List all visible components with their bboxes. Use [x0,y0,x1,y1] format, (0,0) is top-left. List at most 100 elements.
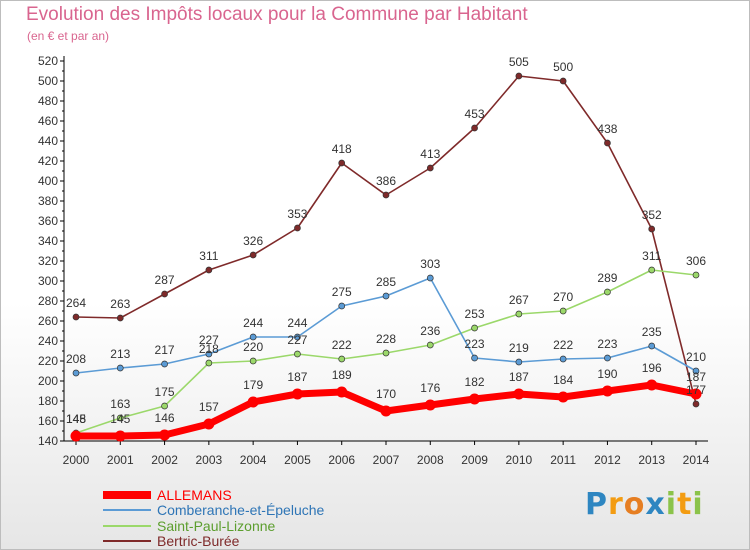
data-point [692,400,700,408]
data-point [161,290,168,298]
data-point [247,396,259,408]
data-point [336,386,348,398]
data-point [116,414,124,422]
x-tick-label: 2006 [328,453,355,467]
x-tick-label: 2005 [284,453,311,467]
data-point [515,310,523,318]
data-point [601,385,613,397]
data-label: 189 [332,368,352,382]
data-point [471,324,478,332]
legend-item-allemans[interactable]: ALLEMANS [103,487,324,503]
data-label: 267 [509,293,529,307]
data-point [604,354,611,362]
data-label: 500 [553,60,573,74]
data-point [604,139,611,147]
y-tick-label: 460 [38,114,58,128]
data-point [692,367,700,375]
data-label: 228 [376,332,396,346]
data-point [338,159,346,167]
data-label: 244 [243,316,263,330]
data-label: 253 [465,307,485,321]
legend-item-comberanche[interactable]: Comberanche-et-Épeluche [103,503,324,519]
data-point [424,399,436,411]
data-point [646,379,658,391]
data-point [72,313,80,321]
legend-item-saint-paul[interactable]: Saint-Paul-Lizonne [103,518,324,534]
data-point [159,429,171,441]
data-point [249,357,257,365]
chart-subtitle: (en € et par an) [27,29,110,43]
y-tick-label: 300 [38,274,58,288]
data-point [426,341,434,349]
chart-title: Evolution des Impôts locaux pour la Comm… [26,4,528,25]
data-point [249,251,257,259]
data-point [205,266,213,274]
data-point [382,349,390,357]
data-label: 222 [332,338,352,352]
data-label: 413 [420,147,440,161]
x-tick-label: 2012 [594,453,621,467]
legend-item-bertric[interactable]: Bertric-Burée [103,534,324,550]
y-tick-label: 520 [38,54,58,68]
data-label: 505 [509,55,529,69]
data-label: 236 [420,324,440,338]
data-point [604,288,611,296]
data-label: 213 [110,347,130,361]
data-label: 244 [287,316,307,330]
data-point [692,271,700,279]
y-tick-label: 440 [38,134,58,148]
data-label: 179 [243,378,263,392]
y-tick-label: 200 [38,374,58,388]
data-label: 453 [465,107,485,121]
data-label: 222 [553,338,573,352]
data-label: 170 [376,387,396,401]
data-label: 208 [66,352,86,366]
data-label: 418 [332,142,352,156]
legend-swatch-allemans [103,490,151,499]
legend-label: Comberanche-et-Épeluche [157,502,325,519]
y-tick-label: 180 [38,394,58,408]
data-point [72,369,80,377]
y-tick-label: 260 [38,314,58,328]
data-label: 175 [155,385,175,399]
data-point [471,354,478,362]
data-label: 145 [66,412,86,426]
y-tick-label: 340 [38,234,58,248]
data-label: 303 [420,257,440,271]
data-label: 353 [287,207,307,221]
x-tick-label: 2004 [240,453,267,467]
data-label: 264 [66,296,86,310]
data-point [205,359,213,367]
data-label: 223 [597,337,617,351]
data-label: 218 [199,342,219,356]
x-tick-label: 2011 [550,453,576,467]
x-tick-label: 2002 [151,453,178,467]
data-label: 227 [287,333,307,347]
data-label: 275 [332,285,352,299]
data-label: 326 [243,234,263,248]
y-tick-label: 240 [38,334,58,348]
data-point [648,342,656,350]
x-tick-label: 2014 [683,453,710,467]
data-label: 263 [110,297,130,311]
data-point [294,350,301,358]
data-point [116,314,124,322]
data-label: 386 [376,174,396,188]
data-label: 227 [199,333,219,347]
data-label: 196 [642,361,662,375]
legend-swatch-bertric [103,540,151,543]
data-point [249,333,257,341]
data-point [559,77,567,85]
legend-label: Saint-Paul-Lizonne [157,517,276,534]
data-point [291,388,303,400]
data-point [469,393,481,405]
x-tick-label: 2008 [417,453,444,467]
data-point [557,391,569,403]
data-label: 311 [642,249,661,263]
data-point [338,355,346,363]
data-point [161,360,168,368]
data-label: 163 [110,397,130,411]
data-label: 182 [465,375,485,389]
data-label: 289 [597,271,617,285]
